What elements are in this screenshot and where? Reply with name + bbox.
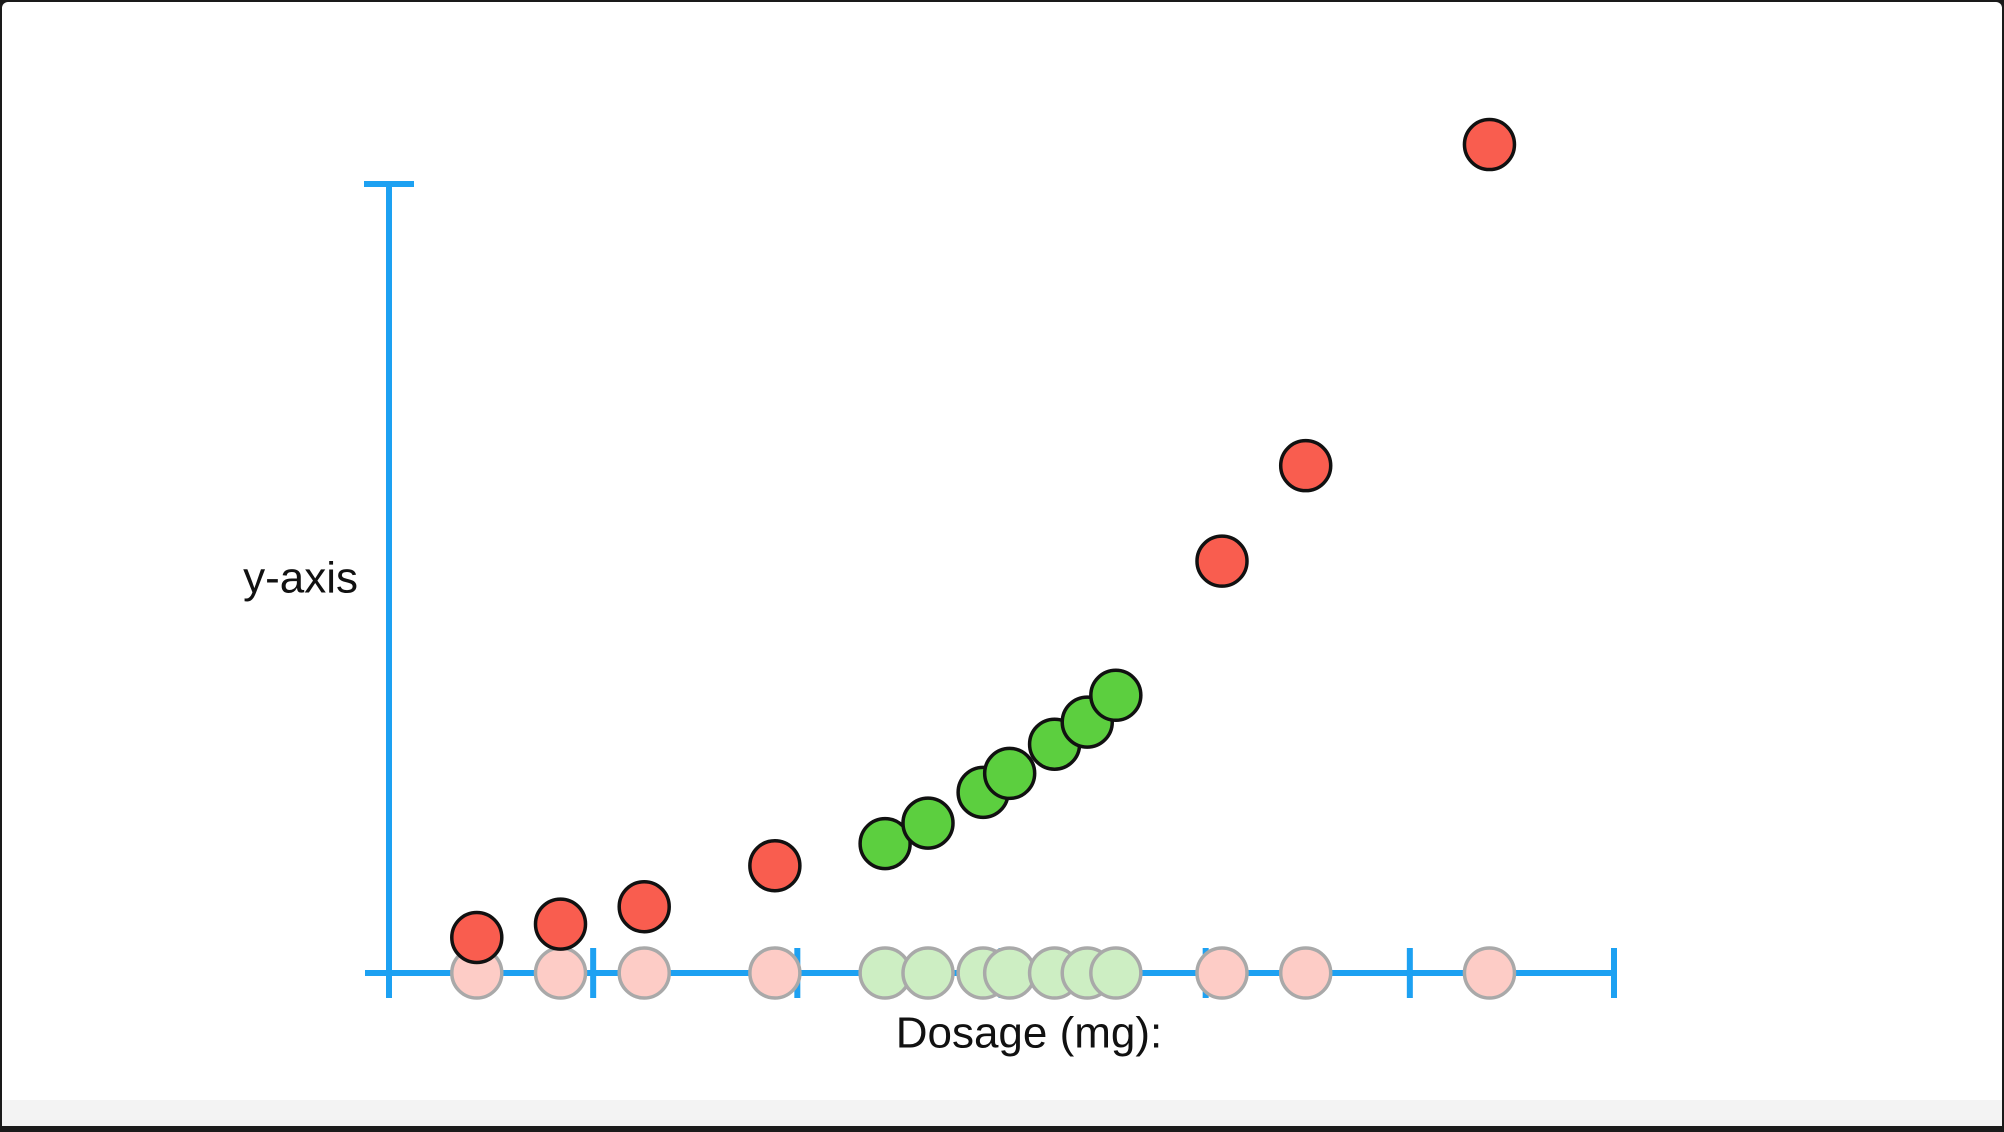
data-point — [1195, 534, 1249, 588]
projected-point — [1195, 946, 1249, 1000]
projected-point — [1278, 946, 1333, 1000]
projected-point — [982, 946, 1037, 1000]
data-point — [748, 838, 802, 893]
data-point — [617, 879, 671, 934]
data-point — [1278, 438, 1333, 493]
data-point — [450, 910, 504, 965]
projected-point — [748, 946, 802, 1000]
data-point — [533, 897, 588, 951]
slide-footer-shade — [2, 1100, 2002, 1126]
data-point — [858, 816, 912, 871]
x-axis-label: Dosage (mg): — [896, 1009, 1163, 1058]
y-axis-label: y-axis — [243, 554, 358, 603]
data-point — [1089, 668, 1143, 723]
data-point — [1462, 117, 1517, 172]
data-point — [982, 746, 1037, 801]
projected-point — [1462, 946, 1517, 1000]
projected-point — [617, 946, 671, 1000]
projected-point — [533, 946, 588, 1000]
data-point — [901, 796, 955, 850]
projected-point — [901, 946, 955, 1000]
projected-point — [1089, 946, 1143, 1000]
